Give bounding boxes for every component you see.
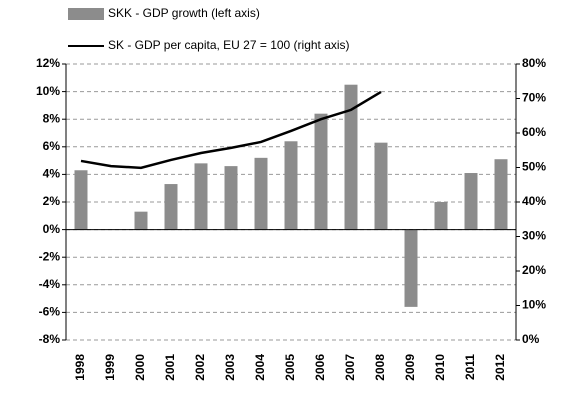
y-tick-label: -2% [39, 249, 61, 263]
bar [74, 170, 88, 230]
y-tick-label: 0% [43, 222, 61, 236]
bar [164, 184, 178, 230]
x-tick-label: 2005 [283, 354, 297, 381]
x-tick-label: 2010 [433, 354, 447, 381]
y-tick-label: 6% [43, 139, 61, 153]
legend-label: SK - GDP per capita, EU 27 = 100 (right … [108, 38, 350, 52]
bar [284, 141, 298, 230]
x-tick-label: 2008 [373, 354, 387, 381]
y2-tick-label: 0% [522, 332, 540, 346]
x-tick-label: 2006 [313, 354, 327, 381]
y-tick-label: -8% [39, 332, 61, 346]
y-tick-label: -6% [39, 305, 61, 319]
legend-swatch-bar [68, 8, 104, 20]
x-tick-label: 1998 [73, 354, 87, 381]
y2-tick-label: 40% [522, 194, 546, 208]
y-tick-label: -4% [39, 277, 61, 291]
bar [434, 202, 448, 230]
y2-tick-label: 80% [522, 56, 546, 70]
bar [494, 159, 508, 230]
x-tick-label: 2011 [463, 354, 477, 380]
bar [254, 157, 268, 230]
y2-tick-label: 10% [522, 298, 546, 312]
legend-label: SKK - GDP growth (left axis) [108, 6, 260, 20]
x-tick-label: 2001 [163, 354, 177, 381]
x-tick-label: 2002 [193, 354, 207, 381]
y2-tick-label: 30% [522, 229, 546, 243]
y-tick-label: 12% [36, 56, 60, 70]
bar [224, 166, 238, 230]
x-tick-label: 2009 [403, 354, 417, 381]
y2-tick-label: 70% [522, 91, 546, 105]
line [80, 90, 382, 170]
bar [464, 173, 478, 230]
bar [374, 142, 388, 230]
x-tick-label: 2012 [493, 354, 507, 381]
y-tick-label: 10% [36, 84, 60, 98]
x-tick-label: 1999 [103, 354, 117, 381]
x-tick-label: 2007 [343, 354, 357, 381]
bar [194, 163, 208, 230]
y-tick-label: 2% [43, 194, 61, 208]
y-tick-label: 4% [43, 167, 61, 181]
bar [404, 229, 418, 307]
bar [314, 113, 328, 230]
x-tick-label: 2004 [253, 354, 267, 381]
x-tick-label: 2003 [223, 354, 237, 381]
y2-tick-label: 60% [522, 125, 546, 139]
y-tick-label: 8% [43, 111, 61, 125]
bar [344, 84, 358, 230]
y2-tick-label: 50% [522, 160, 546, 174]
x-tick-label: 2000 [133, 354, 147, 381]
y2-tick-label: 20% [522, 263, 546, 277]
bar [134, 211, 148, 230]
